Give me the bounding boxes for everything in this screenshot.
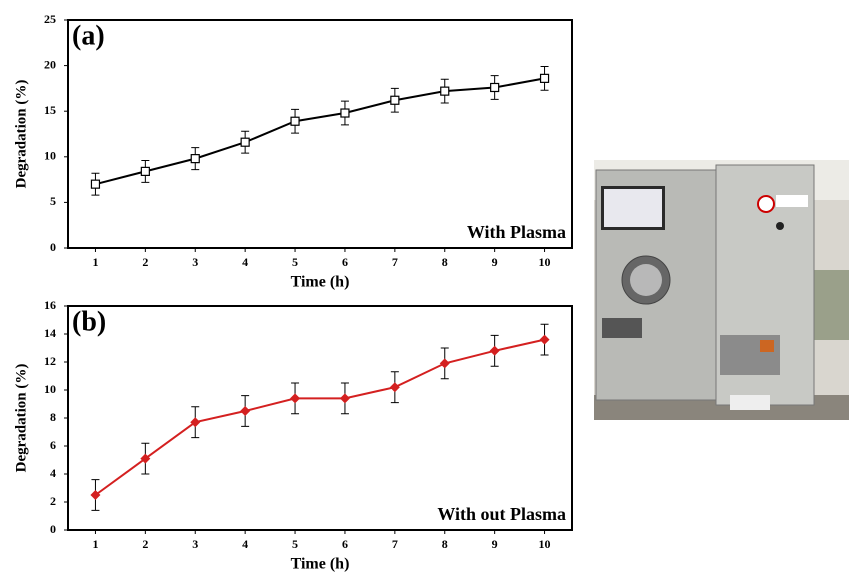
x-tick-label: 9 [492, 255, 498, 269]
x-tick-label: 1 [92, 255, 98, 269]
marker [439, 358, 450, 369]
photo-side-cabinet [810, 270, 849, 340]
marker [390, 95, 400, 105]
x-tick-label: 5 [292, 255, 298, 269]
marker [240, 406, 251, 416]
y-tick-label: 12 [44, 354, 56, 368]
y-tick-label: 16 [44, 298, 56, 312]
chart: 0 5 10 15 20 25 1 2 3 4 5 6 7 8 9 10 Time (h) Degradation… [13, 12, 573, 291]
marker [140, 453, 151, 464]
y-tick-label: 10 [44, 149, 56, 163]
data-line [94, 338, 545, 496]
marker [440, 86, 450, 96]
y-tick-label: 4 [50, 466, 56, 480]
marker [539, 73, 550, 83]
marker [339, 393, 350, 404]
y-tick-label: 14 [44, 326, 56, 340]
marker [240, 137, 250, 147]
y-axis-label: Degradation (%) [13, 80, 29, 189]
equipment-photo [594, 160, 849, 420]
screen [604, 189, 662, 227]
x-tick-label: 2 [142, 537, 148, 551]
floor-box [730, 395, 770, 410]
x-tick-label: 7 [392, 255, 398, 269]
marker [290, 116, 300, 126]
marker [539, 334, 550, 345]
x-axis-label: Time (h) [291, 556, 350, 573]
red-knob [760, 340, 774, 352]
plot-frame [67, 19, 573, 249]
y-tick-label: 8 [50, 410, 56, 424]
y-tick-label: 20 [44, 57, 56, 71]
x-tick-label: 8 [442, 255, 448, 269]
y-tick-label: 0 [50, 240, 56, 254]
marker [90, 179, 101, 189]
x-tick-label: 6 [342, 537, 348, 551]
marker [389, 382, 400, 393]
y-tick-label: 25 [44, 12, 56, 26]
y-tick-label: 6 [50, 438, 56, 452]
data-line [95, 77, 545, 186]
panel-label: (a) [72, 20, 105, 51]
x-tick-label: 10 [539, 537, 551, 551]
marker [190, 154, 200, 164]
y-tick-label: 5 [50, 194, 56, 208]
x-tick-label: 4 [242, 255, 248, 269]
chamber-window [630, 264, 662, 296]
x-tick-label: 3 [192, 255, 198, 269]
marker [140, 166, 150, 176]
x-tick-label: 2 [142, 255, 148, 269]
x-tick-label: 8 [442, 537, 448, 551]
x-tick-label: 1 [92, 537, 98, 551]
marker [490, 82, 500, 93]
x-tick-label: 10 [539, 255, 551, 269]
x-axis-label: Time (h) [291, 274, 350, 291]
y-tick-label: 0 [50, 522, 56, 536]
y-tick-label: 10 [44, 382, 56, 396]
y-tick-label: 2 [50, 494, 56, 508]
x-tick-label: 5 [292, 537, 298, 551]
marker [190, 417, 201, 428]
control-panel [602, 318, 642, 338]
x-tick-label: 9 [492, 537, 498, 551]
switch [776, 222, 784, 230]
annotation: With out Plasma [437, 504, 566, 524]
panel-label: (b) [72, 306, 106, 337]
warning-sign [757, 195, 775, 213]
x-tick-label: 7 [392, 537, 398, 551]
x-tick-label: 6 [342, 255, 348, 269]
x-tick-label: 4 [242, 537, 248, 551]
marker [340, 108, 350, 118]
y-axis-label: Degradation (%) [13, 364, 29, 473]
plot-frame [67, 305, 573, 531]
y-tick-label: 15 [44, 103, 56, 117]
annotation: With Plasma [467, 222, 566, 242]
marker [90, 490, 101, 500]
x-tick-label: 3 [192, 537, 198, 551]
marker [290, 393, 301, 404]
logo-plate [776, 195, 808, 207]
marker [489, 345, 500, 356]
